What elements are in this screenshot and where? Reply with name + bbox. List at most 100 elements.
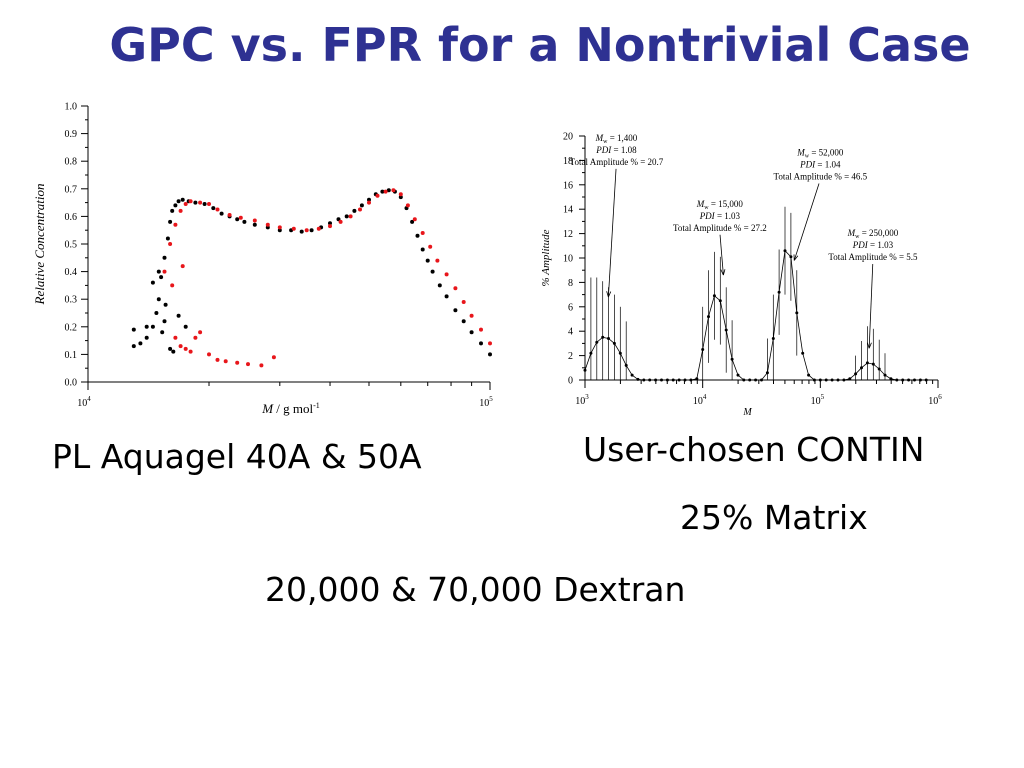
data-point [630, 373, 634, 377]
data-point [918, 378, 922, 382]
data-point [913, 378, 916, 382]
red-data-point [193, 335, 198, 340]
black-data-point [144, 335, 149, 340]
data-point [665, 378, 669, 382]
black-data-point [415, 233, 420, 238]
caption-columns: PL Aquagel 40A & 50A [52, 437, 422, 476]
y-tick-label: 4 [568, 327, 573, 338]
annotation-arrow [719, 234, 724, 276]
black-data-point [277, 228, 282, 233]
data-point [895, 378, 899, 382]
data-point [660, 378, 663, 382]
data-point [583, 368, 587, 372]
data-point [671, 378, 675, 382]
black-data-point [160, 330, 165, 335]
red-data-point [428, 244, 433, 249]
black-data-point [202, 202, 207, 206]
black-data-point [386, 188, 391, 193]
red-data-point [178, 208, 183, 213]
y-tick-label: 10 [563, 254, 573, 265]
data-point [595, 340, 599, 344]
black-data-point [163, 302, 168, 307]
pdi-label: PDI = 1.03 [699, 211, 741, 221]
red-data-point [391, 188, 396, 193]
black-data-point [219, 211, 224, 216]
red-data-point [444, 272, 449, 277]
black-data-point [183, 324, 188, 329]
black-data-point [380, 189, 385, 194]
red-data-point [277, 225, 282, 230]
amplitude-label: Total Amplitude % = 5.5 [828, 252, 918, 262]
black-data-point [430, 269, 435, 274]
black-data-point [156, 297, 161, 302]
red-data-point [178, 344, 183, 349]
pdi-label: PDI = 1.04 [799, 160, 841, 170]
red-data-point [375, 193, 380, 198]
data-point [848, 377, 852, 381]
red-data-point [265, 222, 270, 227]
data-point [642, 378, 646, 382]
caption-sample: 20,000 & 70,000 Dextran [265, 570, 686, 609]
red-data-point [412, 217, 417, 222]
x-tick-label: 106 [928, 393, 942, 407]
red-data-point [488, 341, 492, 346]
black-data-point [420, 247, 425, 252]
data-point [730, 357, 734, 361]
mw-label: Mw = 15,000 [696, 199, 744, 211]
pdi-label: PDI = 1.03 [852, 240, 894, 250]
annotation-arrow [607, 168, 617, 298]
arrow-head [720, 269, 726, 276]
data-point [601, 335, 605, 339]
black-data-point [165, 236, 170, 241]
data-point [607, 337, 610, 340]
data-point [771, 337, 775, 340]
data-point [789, 255, 793, 259]
data-point [754, 378, 758, 382]
data-point [701, 348, 705, 351]
y-tick-label: 0.9 [65, 129, 78, 140]
data-point [742, 378, 746, 382]
y-tick-label: 0.7 [65, 184, 78, 195]
black-data-point [193, 200, 198, 205]
data-point [760, 378, 763, 382]
red-data-point [173, 335, 178, 340]
annotation-arrow [793, 183, 820, 261]
arrow-head [606, 291, 612, 298]
red-data-point [271, 355, 276, 360]
distribution-line [584, 249, 927, 381]
red-data-point [207, 352, 211, 357]
y-tick-label: 1.0 [65, 102, 78, 113]
y-tick-label: 0.1 [65, 350, 78, 361]
black-data-point [352, 208, 357, 213]
y-tick-label: 6 [568, 302, 573, 313]
data-point [883, 373, 887, 377]
black-data-point [171, 349, 176, 354]
black-data-point [410, 219, 415, 224]
black-data-point [398, 195, 403, 200]
data-point [812, 378, 816, 382]
black-data-point [159, 275, 164, 280]
red-data-point [398, 192, 403, 197]
red-data-point [168, 242, 173, 246]
data-point [818, 378, 822, 382]
mw-label: Mw = 52,000 [796, 148, 844, 160]
red-data-point [198, 200, 203, 205]
data-point [842, 378, 846, 382]
black-data-point [336, 217, 341, 222]
red-data-point [435, 258, 440, 263]
y-tick-label: 8 [568, 278, 573, 289]
black-data-point [156, 269, 161, 274]
arrow-head [793, 254, 799, 261]
x-tick-label: 105 [811, 393, 825, 407]
contin-axes: 0 2 4 6 8 10 12 14 16 18 20 103 104 105 106 M % Amplitud… [540, 132, 942, 419]
red-data-point [358, 207, 362, 212]
data-point [748, 378, 752, 382]
data-point [824, 378, 828, 382]
red-data-point [223, 359, 228, 364]
black-data-point [479, 341, 483, 346]
red-data-point [453, 286, 458, 291]
x-tick-label: 103 [575, 393, 589, 407]
